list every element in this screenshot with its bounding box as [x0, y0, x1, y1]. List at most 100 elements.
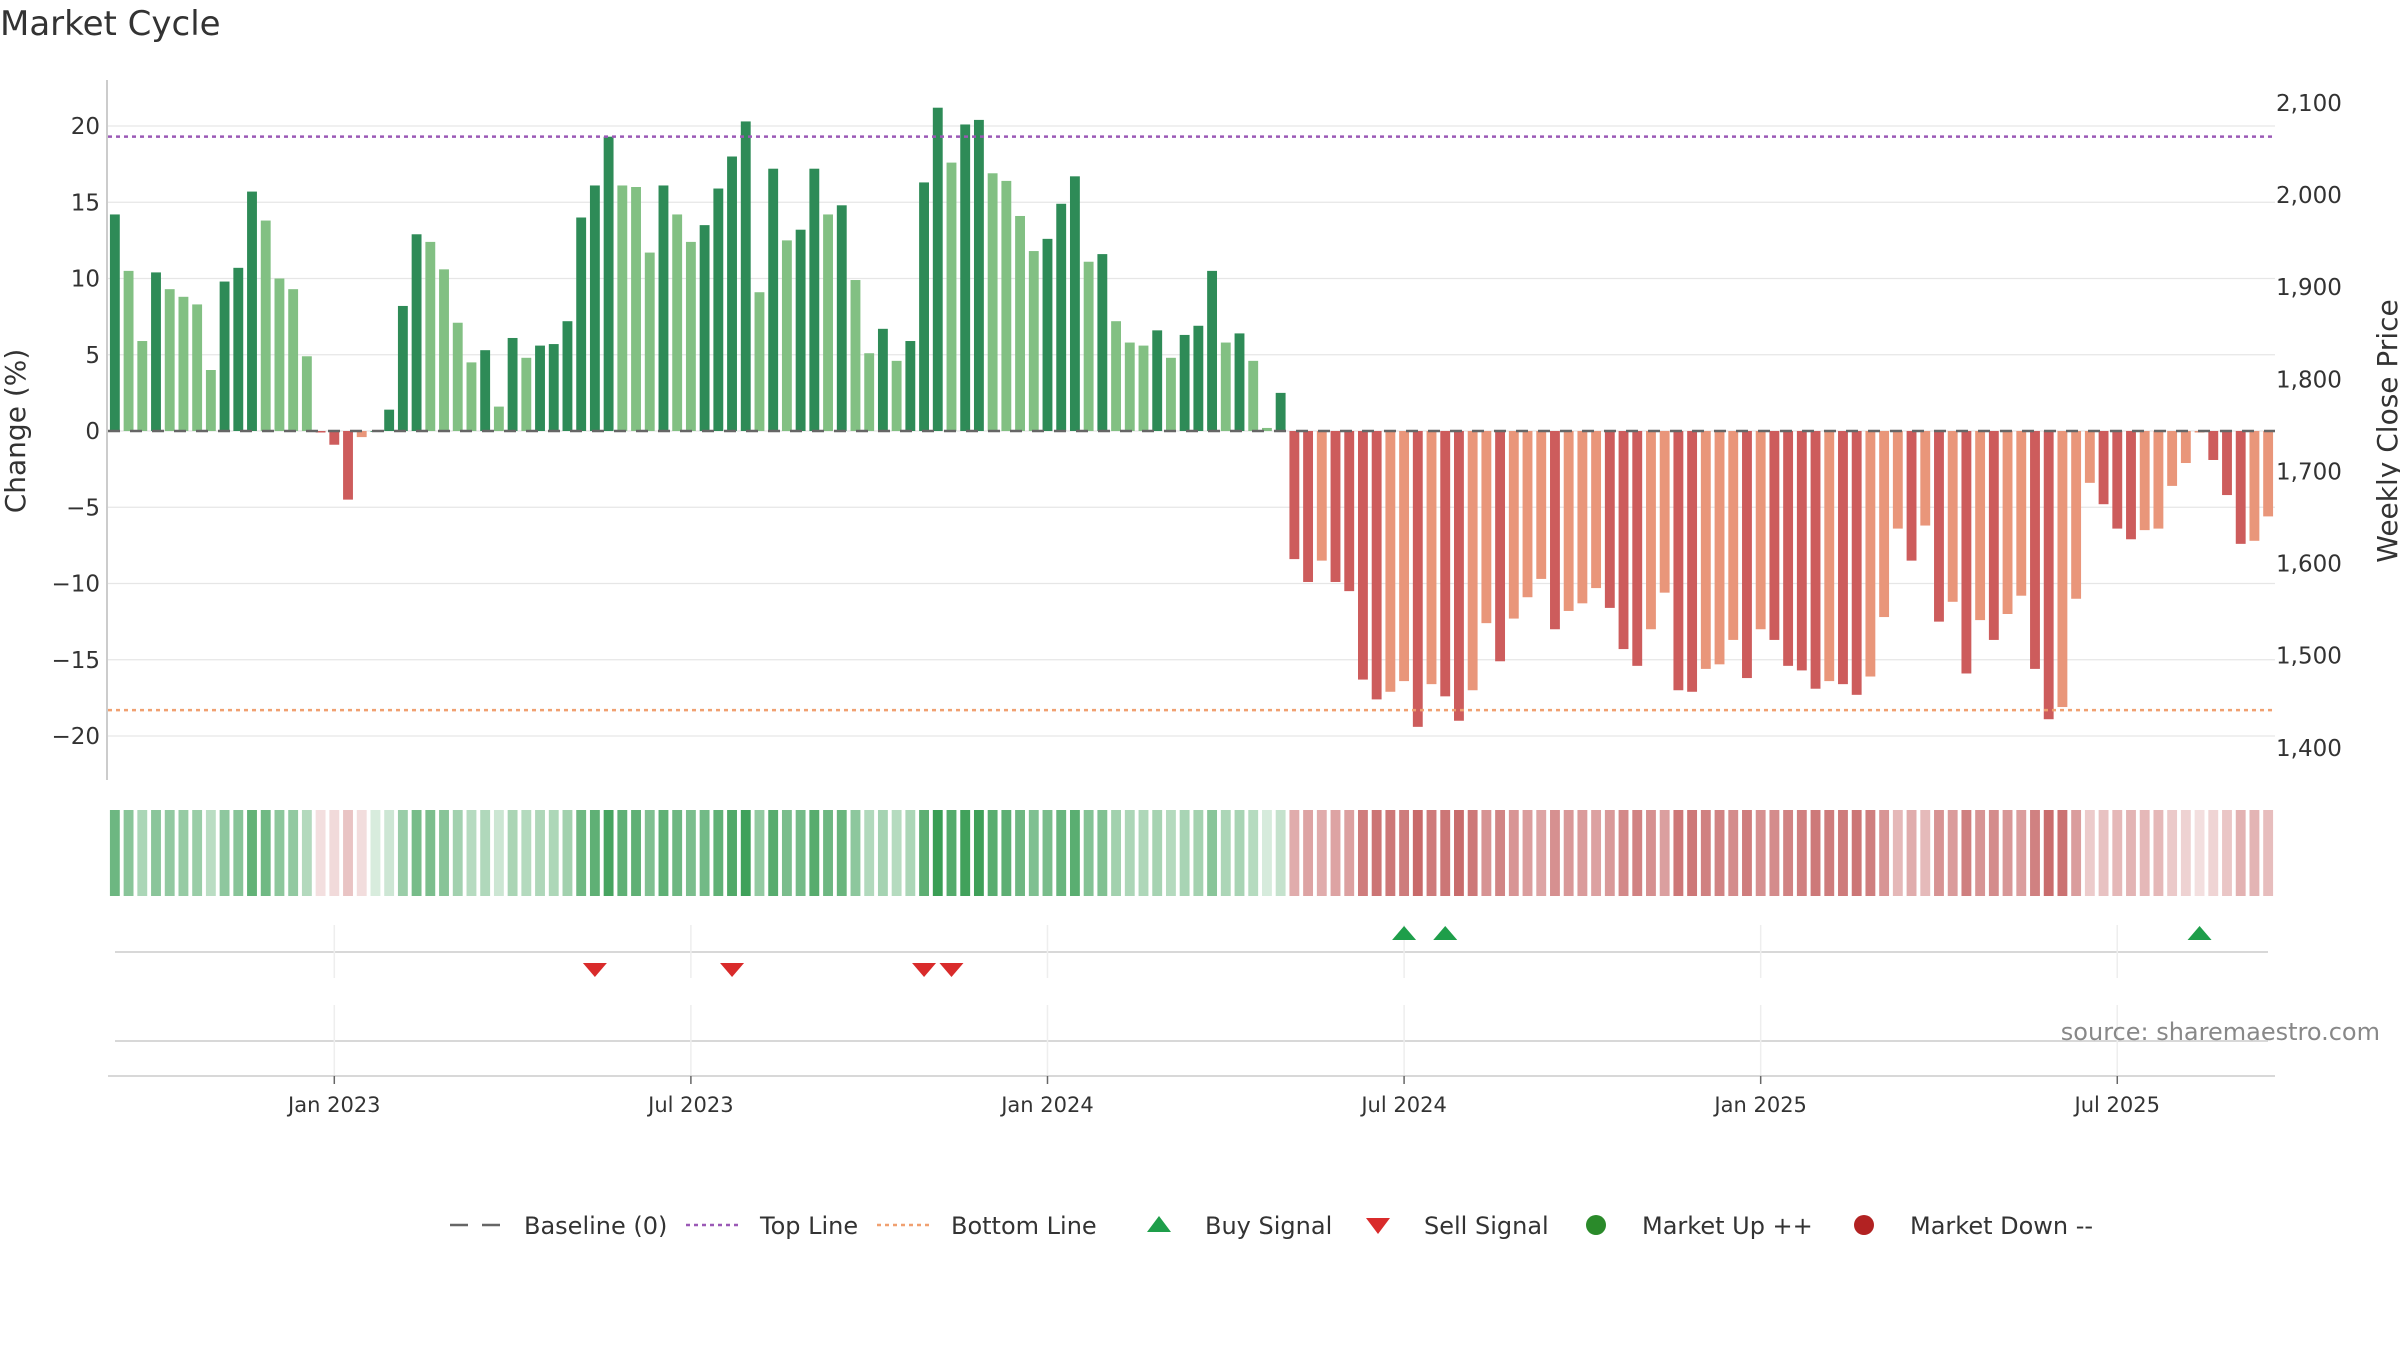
heat-cell — [754, 810, 765, 896]
bar — [658, 185, 669, 431]
heat-cell — [740, 810, 751, 896]
bar — [960, 124, 971, 431]
bar — [823, 214, 833, 431]
heat-cell — [836, 810, 847, 896]
heat-cell — [987, 810, 998, 896]
right-tick-label: 2,100 — [2276, 91, 2342, 117]
heat-cell — [1330, 810, 1341, 896]
heat-cell — [1906, 810, 1917, 896]
bar — [2002, 431, 2013, 614]
bar — [1536, 431, 1547, 579]
bar — [1440, 431, 1451, 697]
bar — [2222, 431, 2232, 496]
heat-cell — [658, 810, 669, 896]
heat-cell — [1385, 810, 1396, 896]
heat-cell — [1467, 810, 1478, 896]
bar — [1412, 431, 1423, 727]
bar — [919, 182, 929, 431]
heat-cell — [864, 810, 875, 896]
left-tick-label: 5 — [85, 343, 100, 369]
bar — [452, 322, 463, 431]
bar — [178, 296, 189, 431]
heat-cell — [2208, 810, 2219, 896]
heat-cell — [2043, 810, 2054, 896]
heat-cell — [576, 810, 587, 896]
heat-cell — [521, 810, 532, 896]
heat-cell — [2263, 810, 2274, 896]
bar — [672, 214, 683, 431]
bar — [685, 241, 696, 431]
heat-cell — [1824, 810, 1835, 896]
x-tick-label: Jan 2024 — [999, 1093, 1094, 1117]
bar — [1632, 431, 1643, 666]
heat-cell — [562, 810, 573, 896]
x-tick-label: Jan 2025 — [1712, 1093, 1807, 1117]
legend-label: Top Line — [759, 1212, 858, 1240]
heat-cell — [192, 810, 203, 896]
bar — [1906, 431, 1917, 561]
heat-cell — [850, 810, 861, 896]
heat-cell — [1920, 810, 1931, 896]
bar — [2208, 431, 2219, 460]
heat-cell — [823, 810, 833, 896]
bar — [1207, 270, 1218, 432]
heat-cell — [1838, 810, 1848, 896]
heat-cell — [1234, 810, 1245, 896]
heat-cell — [411, 810, 422, 896]
trend-heat-strip — [109, 810, 2274, 896]
heat-cell — [973, 810, 984, 896]
heat-cell — [1947, 810, 1958, 896]
bar — [1124, 342, 1135, 431]
heat-cell — [1165, 810, 1176, 896]
bar — [1220, 342, 1231, 431]
bar — [727, 156, 737, 431]
bar — [1563, 431, 1574, 611]
heat-cell — [151, 810, 161, 896]
bar — [1454, 431, 1464, 721]
heat-cell — [2084, 810, 2095, 896]
sell-signal-marker — [939, 963, 964, 977]
bar — [1865, 431, 1876, 677]
bar — [411, 234, 422, 431]
heat-cell — [123, 810, 134, 896]
bar — [205, 370, 216, 431]
bar — [1879, 431, 1890, 618]
heat-cell — [1673, 810, 1684, 896]
heat-cell — [699, 810, 710, 896]
heat-cell — [1124, 810, 1135, 896]
bar — [1550, 431, 1560, 630]
heat-cell — [1508, 810, 1519, 896]
bar — [754, 292, 765, 431]
heat-cell — [219, 810, 230, 896]
bar — [1824, 431, 1835, 682]
bar — [1577, 431, 1588, 604]
legend-item: Buy Signal — [1147, 1212, 1332, 1240]
bar — [740, 121, 751, 432]
bar — [699, 225, 710, 432]
right-tick-label: 2,000 — [2276, 183, 2342, 209]
heat-cell — [1522, 810, 1533, 896]
heat-cell — [1495, 810, 1506, 896]
bar — [1015, 215, 1025, 431]
heat-cell — [2030, 810, 2040, 896]
bar — [1467, 431, 1478, 691]
heat-cell — [2098, 810, 2109, 896]
heat-cell — [439, 810, 449, 896]
heat-cell — [315, 810, 326, 896]
heat-cell — [1097, 810, 1108, 896]
bar — [2057, 431, 2068, 708]
heat-cell — [1220, 810, 1231, 896]
bar — [2167, 431, 2178, 486]
bar — [2112, 431, 2123, 529]
bar — [397, 305, 408, 431]
bar — [1714, 431, 1725, 665]
bar — [1069, 176, 1080, 431]
bar — [1111, 321, 1121, 431]
bar — [2139, 431, 2150, 531]
heat-cell — [480, 810, 491, 896]
x-tick-label: Jul 2025 — [2073, 1093, 2160, 1117]
bar — [219, 281, 230, 431]
buy-signal-marker — [1433, 926, 1458, 940]
right-axis-label: Weekly Close Price — [2371, 299, 2400, 562]
bar — [1851, 431, 1862, 695]
